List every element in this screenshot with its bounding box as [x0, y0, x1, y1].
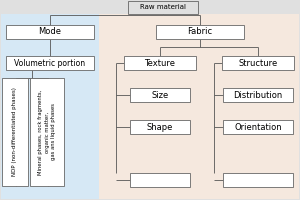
Text: Distribution: Distribution — [233, 90, 283, 99]
FancyBboxPatch shape — [30, 78, 64, 186]
Text: Fabric: Fabric — [188, 27, 213, 36]
FancyBboxPatch shape — [128, 0, 198, 14]
Text: Orientation: Orientation — [234, 122, 282, 132]
FancyBboxPatch shape — [124, 56, 196, 70]
FancyBboxPatch shape — [130, 173, 190, 187]
FancyBboxPatch shape — [2, 78, 28, 186]
Text: Volumetric portion: Volumetric portion — [14, 58, 86, 68]
FancyBboxPatch shape — [6, 25, 94, 39]
FancyBboxPatch shape — [223, 173, 293, 187]
Text: Mode: Mode — [38, 27, 61, 36]
Text: Texture: Texture — [145, 58, 176, 68]
FancyBboxPatch shape — [130, 120, 190, 134]
Text: Mineral phases, rock fragments,
organic matter,
gas ans liquid phases: Mineral phases, rock fragments, organic … — [38, 89, 56, 175]
FancyBboxPatch shape — [156, 25, 244, 39]
Text: Raw material: Raw material — [140, 4, 186, 10]
FancyBboxPatch shape — [130, 88, 190, 102]
Text: Size: Size — [152, 90, 169, 99]
Text: NDP (non-differentiated phases): NDP (non-differentiated phases) — [13, 88, 17, 176]
FancyBboxPatch shape — [223, 88, 293, 102]
FancyBboxPatch shape — [99, 14, 299, 199]
FancyBboxPatch shape — [6, 56, 94, 70]
FancyBboxPatch shape — [1, 14, 99, 199]
Text: Shape: Shape — [147, 122, 173, 132]
FancyBboxPatch shape — [222, 56, 294, 70]
Text: Structure: Structure — [238, 58, 278, 68]
FancyBboxPatch shape — [223, 120, 293, 134]
